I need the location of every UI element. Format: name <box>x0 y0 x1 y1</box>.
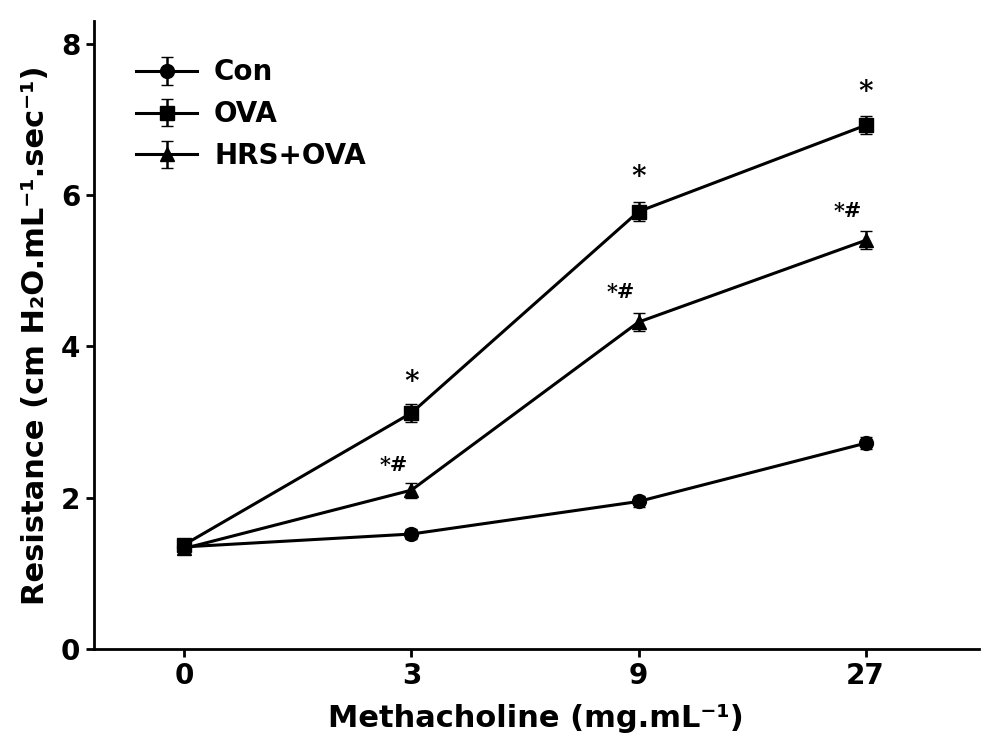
Legend: Con, OVA, HRS+OVA: Con, OVA, HRS+OVA <box>125 48 377 181</box>
Text: *#: *# <box>606 283 634 302</box>
Text: *#: *# <box>379 455 407 475</box>
X-axis label: Methacholine (mg.mL⁻¹): Methacholine (mg.mL⁻¹) <box>328 704 744 733</box>
Text: *#: *# <box>833 201 862 222</box>
Text: *: * <box>858 78 873 106</box>
Text: *: * <box>631 164 646 192</box>
Text: *: * <box>404 369 419 396</box>
Y-axis label: Resistance (cm H₂O.mL⁻¹.sec⁻¹): Resistance (cm H₂O.mL⁻¹.sec⁻¹) <box>21 65 50 605</box>
